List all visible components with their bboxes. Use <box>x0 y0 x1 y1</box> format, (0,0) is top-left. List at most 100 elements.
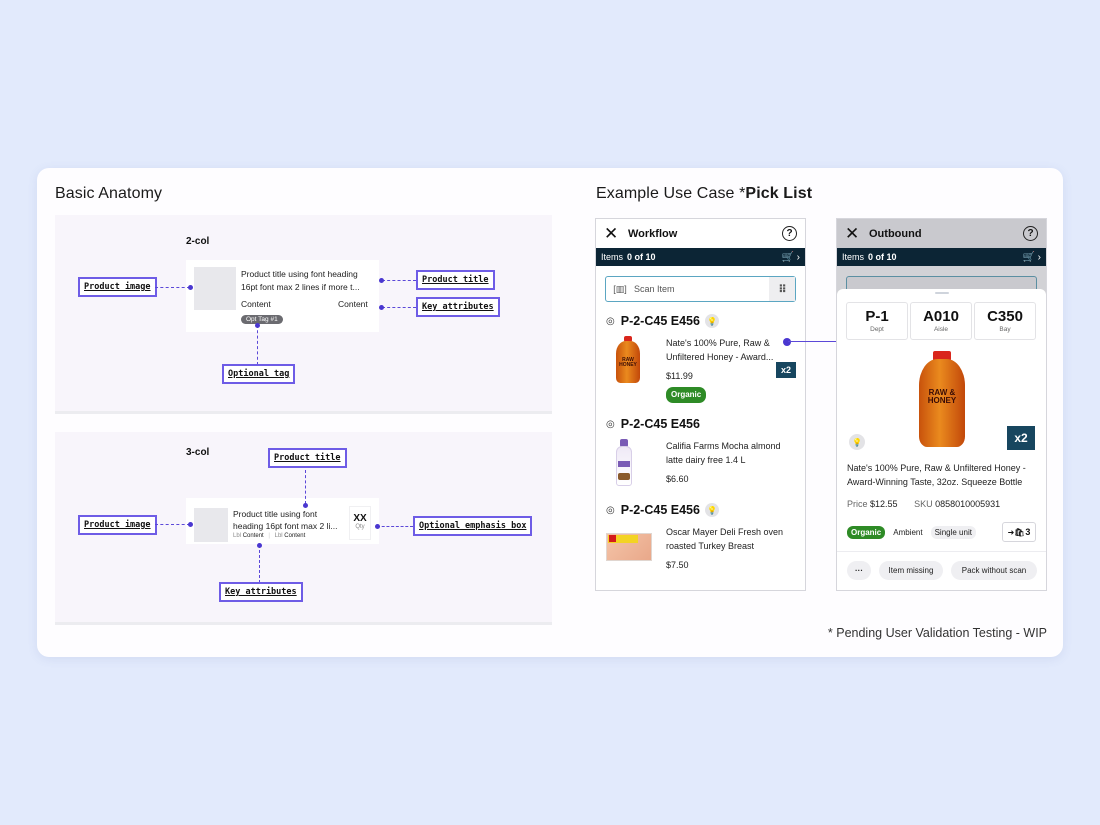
quantity-badge: x2 <box>1007 426 1035 450</box>
tote-count: 3 <box>1025 527 1031 537</box>
anatomy-2col-label: 2-col <box>186 236 210 247</box>
optional-tag: Opt Tag #1 <box>241 315 283 324</box>
move-to-tote-icon: ➜🛍 <box>1007 527 1025 537</box>
more-actions-button[interactable]: ··· <box>847 561 871 580</box>
example-title: Example Use Case *Pick List <box>596 185 813 202</box>
connector <box>305 470 306 504</box>
scan-item-input[interactable]: [▥] Scan Item ⠿ <box>605 276 796 302</box>
divider <box>837 551 1046 552</box>
location-aisle: A010 Aisle <box>910 302 972 340</box>
connector-dot <box>257 543 262 548</box>
connector-dot <box>188 522 193 527</box>
scan-placeholder: Scan Item <box>634 284 675 294</box>
help-icon[interactable]: ? <box>1023 226 1038 241</box>
flow-connector-dot <box>783 338 791 346</box>
connector-dot <box>255 323 260 328</box>
product-info: Oscar Mayer Deli Fresh oven roasted Turk… <box>666 525 791 575</box>
callout-product-title: Product title <box>416 270 495 290</box>
product-title-text: Product title using font heading 16pt fo… <box>241 269 360 292</box>
emphasis-box: XX Qty <box>349 506 371 540</box>
location-header: ◎ P-2-C45 E456 💡 <box>606 312 805 330</box>
drag-handle[interactable] <box>935 292 949 294</box>
connector <box>377 526 413 527</box>
close-icon[interactable]: ✕ <box>845 223 860 243</box>
location-code: P-2-C45 E456 <box>620 417 700 431</box>
product-title-text: Product title using font heading 16pt fo… <box>233 509 338 531</box>
lightbulb-hint-icon[interactable]: 💡 <box>704 503 719 517</box>
product-card-2col: Product title using font heading 16pt fo… <box>186 260 379 332</box>
cart-icon[interactable]: 🛒 › <box>781 251 800 263</box>
product-price: $7.50 <box>666 560 689 570</box>
location-pin-icon: ◎ <box>606 504 615 516</box>
workflow-header: ✕ Workflow ? <box>596 219 805 248</box>
quantity-badge: x2 <box>776 362 796 378</box>
items-count: 0 of 10 <box>627 252 656 262</box>
location-code: P-2-C45 E456 <box>620 503 700 517</box>
cart-icon[interactable]: 🛒 › <box>1022 251 1041 263</box>
product-image-honey: RAW HONEY <box>606 336 650 386</box>
items-label: Items <box>601 252 624 262</box>
pick-list-item[interactable]: Califia Farms Mocha almond latte dairy f… <box>606 439 805 489</box>
flow-connector-line <box>788 341 844 342</box>
lightbulb-hint-icon[interactable]: 💡 <box>704 314 719 328</box>
connector-dot <box>379 278 384 283</box>
connector-dot <box>375 524 380 529</box>
close-icon[interactable]: ✕ <box>604 223 619 243</box>
footnote: * Pending User Validation Testing - WIP <box>827 626 1047 640</box>
workflow-title: Workflow <box>628 227 678 240</box>
product-image-placeholder <box>194 508 228 542</box>
pick-list-item[interactable]: RAW HONEY Nate's 100% Pure, Raw & Unfilte… <box>606 336 805 403</box>
product-price-sku: Price $12.55 SKU 0858010005931 <box>847 499 1001 509</box>
lightbulb-hint-icon[interactable]: 💡 <box>849 434 865 450</box>
anatomy-3col-label: 3-col <box>186 447 210 458</box>
items-label: Items <box>842 252 865 262</box>
items-progress-bar: Items 0 of 10 🛒 › <box>837 248 1046 266</box>
item-missing-button[interactable]: Item missing <box>879 561 943 580</box>
product-image-turkey <box>606 525 652 575</box>
keypad-icon[interactable]: ⠿ <box>769 277 795 301</box>
location-pin-icon: ◎ <box>606 418 615 430</box>
anatomy-title: Basic Anatomy <box>55 185 163 202</box>
items-progress-bar: Items 0 of 10 🛒 › <box>596 248 805 266</box>
product-tags: Organic Ambient Single unit <box>847 526 976 539</box>
callout-product-image: Product image <box>78 277 157 297</box>
callout-product-image: Product image <box>78 515 157 535</box>
connector <box>155 287 190 288</box>
attribute-left: Content <box>241 299 271 309</box>
callout-key-attributes: Key attributes <box>219 582 303 602</box>
connector <box>257 325 258 365</box>
organic-tag: Organic <box>666 387 707 403</box>
product-title: Nate's 100% Pure, Raw & Unfiltered Honey… <box>847 463 1026 487</box>
outbound-title: Outbound <box>869 227 922 240</box>
product-image-califia <box>606 439 650 489</box>
location-bay: C350 Bay <box>974 302 1036 340</box>
connector <box>155 524 190 525</box>
location-header: ◎ P-2-C45 E456 💡 <box>606 501 805 519</box>
outbound-screen: ✕ Outbound ? Items 0 of 10 🛒 › P-1 Dept … <box>836 218 1047 591</box>
key-attributes: Lbl Content | Lbl Content <box>233 533 306 539</box>
product-info: Nate's 100% Pure, Raw & Unfiltered Honey… <box>666 336 791 403</box>
connector <box>259 545 260 583</box>
pack-without-scan-button[interactable]: Pack without scan <box>951 561 1037 580</box>
location-dept: P-1 Dept <box>846 302 908 340</box>
callout-optional-emphasis-box: Optional emphasis box <box>413 516 533 536</box>
connector <box>382 280 416 281</box>
pick-list-item[interactable]: Oscar Mayer Deli Fresh oven roasted Turk… <box>606 525 805 575</box>
product-card-3col: Product title using font heading 16pt fo… <box>186 498 379 544</box>
tag-single-unit: Single unit <box>930 526 976 539</box>
location-header: ◎ P-2-C45 E456 <box>606 415 805 433</box>
tote-count-button[interactable]: ➜🛍 3 <box>1002 522 1036 542</box>
product-image-placeholder <box>194 267 236 310</box>
connector-dot <box>379 305 384 310</box>
outbound-header: ✕ Outbound ? <box>837 219 1046 248</box>
help-icon[interactable]: ? <box>782 226 797 241</box>
callout-key-attributes: Key attributes <box>416 297 500 317</box>
barcode-scan-icon: [▥] <box>613 283 627 294</box>
attribute-right: Content <box>338 299 368 309</box>
callout-product-title: Product title <box>268 448 347 468</box>
product-detail-sheet: P-1 Dept A010 Aisle C350 Bay RAW & HONEY … <box>837 289 1046 590</box>
items-count: 0 of 10 <box>868 252 897 262</box>
tag-organic: Organic <box>847 526 886 539</box>
product-price: $6.60 <box>666 474 689 484</box>
product-price: $11.99 <box>666 371 693 381</box>
